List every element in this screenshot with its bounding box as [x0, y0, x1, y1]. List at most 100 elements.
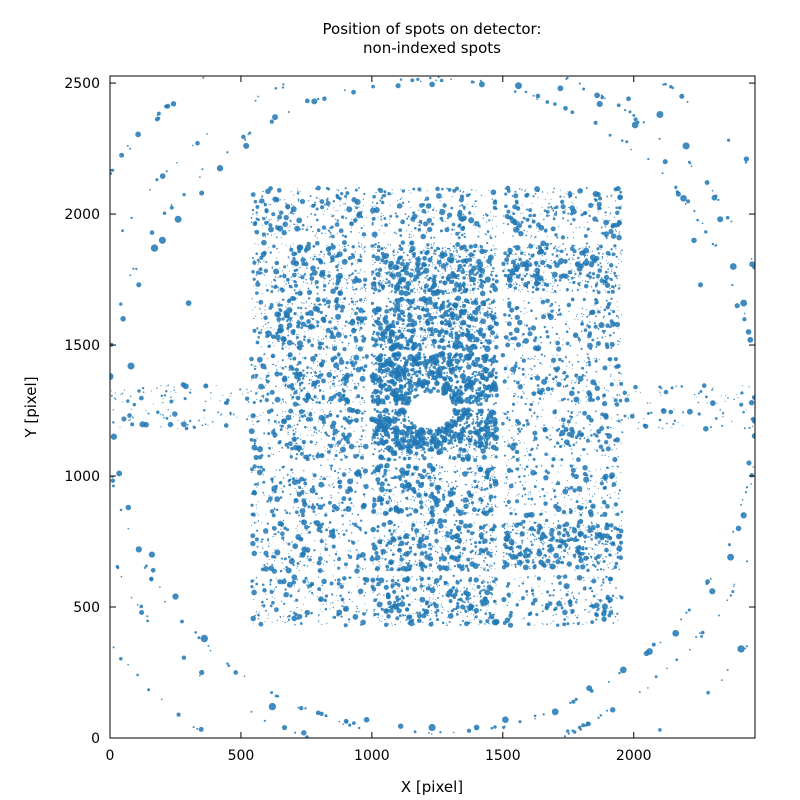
spot-point [350, 389, 352, 392]
spot-point [402, 480, 404, 482]
spot-point [567, 487, 570, 490]
spot-point [491, 552, 493, 554]
spot-point [604, 502, 607, 505]
spot-point [422, 342, 425, 345]
spot-point [321, 232, 323, 235]
spot-point [571, 386, 575, 390]
spot-point [585, 608, 587, 610]
spot-point [592, 560, 594, 562]
spot-point [262, 474, 264, 476]
spot-point [582, 576, 585, 579]
spot-point [521, 372, 525, 376]
spot-point [393, 343, 395, 345]
spot-point [443, 319, 448, 323]
spot-point [364, 531, 368, 535]
spot-point [488, 492, 490, 494]
spot-point [250, 467, 254, 472]
spot-point [593, 383, 595, 385]
spot-point [473, 618, 475, 620]
spot-point [577, 282, 581, 286]
spot-point [487, 505, 489, 507]
spot-point [536, 447, 538, 449]
spot-point [361, 245, 363, 247]
spot-point [530, 494, 532, 495]
spot-point [433, 476, 437, 480]
spot-point [588, 209, 590, 211]
spot-point [523, 324, 526, 326]
spot-point [349, 358, 352, 361]
spot-point [550, 365, 552, 367]
spot-point [605, 611, 607, 613]
spot-point [285, 511, 289, 515]
spot-point [587, 470, 589, 472]
spot-point [298, 276, 300, 278]
spot-point [527, 537, 529, 539]
spot-point [295, 389, 298, 392]
spot-point [466, 274, 468, 276]
spot-point [326, 475, 328, 478]
spot-point [279, 569, 283, 573]
spot-point [321, 584, 324, 587]
spot-point [446, 328, 448, 330]
spot-point [349, 221, 353, 225]
spot-point [515, 283, 518, 286]
spot-point [253, 199, 258, 204]
spot-point [410, 498, 412, 501]
spot-point [285, 427, 287, 429]
spot-point [615, 253, 617, 255]
spot-point [274, 371, 280, 377]
spot-point [250, 503, 254, 507]
spot-point [580, 556, 583, 559]
spot-point [420, 233, 426, 240]
spot-point [577, 375, 584, 382]
spot-point [284, 199, 286, 201]
spot-point [273, 345, 275, 347]
spot-point [574, 381, 576, 384]
spot-point [525, 324, 529, 327]
spot-point [300, 273, 302, 276]
spot-point [538, 525, 543, 530]
spot-point [375, 584, 377, 587]
spot-point [408, 534, 411, 536]
spot-point [351, 416, 353, 418]
spot-point [362, 204, 365, 207]
spot-point [281, 243, 283, 245]
spot-point [410, 473, 414, 476]
spot-point [110, 394, 113, 397]
spot-point [269, 251, 272, 254]
spot-point [507, 313, 511, 318]
spot-point [476, 464, 479, 467]
spot-point [317, 420, 319, 422]
spot-point [600, 514, 603, 517]
spot-point [472, 249, 476, 253]
spot-point [453, 320, 455, 322]
spot-point [541, 593, 543, 595]
spot-point [614, 491, 616, 493]
spot-point [418, 320, 422, 323]
spot-point [480, 339, 482, 341]
spot-point [394, 452, 398, 456]
spot-point [372, 465, 374, 467]
spot-point [296, 339, 298, 341]
spot-point [252, 309, 253, 311]
spot-point [428, 488, 430, 489]
spot-point [424, 307, 430, 313]
spot-point [596, 544, 598, 547]
spot-point [441, 530, 443, 532]
spot-point [298, 500, 300, 502]
spot-point [371, 315, 373, 317]
spot-point [251, 270, 255, 274]
spot-point [268, 558, 270, 560]
spot-point [432, 598, 434, 600]
spot-point [347, 415, 351, 419]
spot-point [440, 428, 443, 431]
spot-point [551, 481, 553, 484]
spot-point [551, 464, 555, 468]
spot-point [459, 332, 462, 334]
spot-point [751, 395, 755, 400]
spot-point [496, 333, 498, 335]
spot-point [506, 410, 510, 414]
spot-point [570, 613, 572, 615]
spot-point [363, 225, 365, 227]
spot-point [418, 280, 421, 284]
